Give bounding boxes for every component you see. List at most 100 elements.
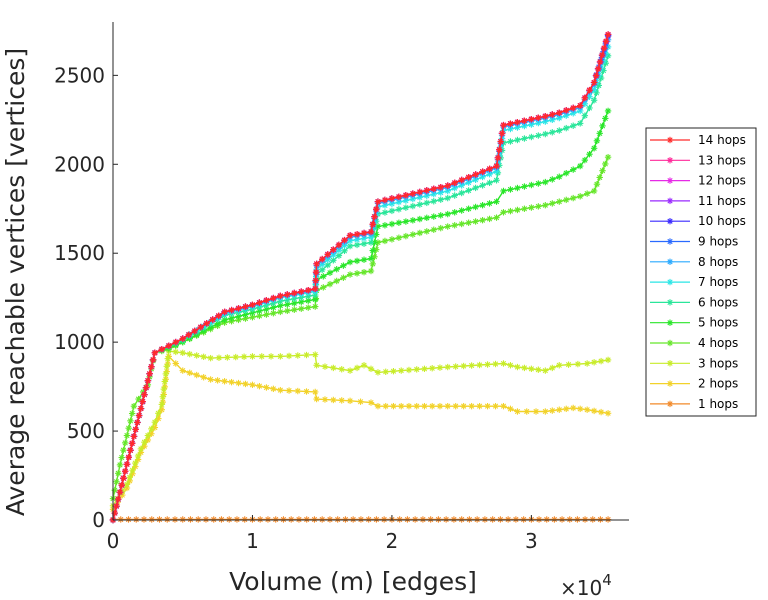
data-point <box>465 174 472 181</box>
data-point <box>549 129 556 136</box>
data-point <box>267 353 275 360</box>
data-point <box>514 363 521 371</box>
data-point <box>298 288 305 295</box>
data-point <box>132 426 139 433</box>
data-point <box>604 153 612 161</box>
data-point <box>465 187 472 194</box>
data-point <box>313 260 320 268</box>
data-point <box>346 271 354 278</box>
data-point <box>151 349 159 357</box>
legend-entry: 11 hops <box>650 194 746 208</box>
legend-entry: 12 hops <box>650 174 746 188</box>
data-point <box>311 516 318 523</box>
data-point <box>258 353 265 360</box>
data-point <box>576 193 584 200</box>
data-point <box>330 257 337 264</box>
y-tick-label: 1000 <box>54 330 105 354</box>
data-point <box>333 266 340 273</box>
data-point <box>583 190 591 197</box>
data-point <box>335 241 343 249</box>
data-point <box>535 366 542 373</box>
legend-marker <box>666 380 674 387</box>
data-point <box>528 116 535 123</box>
data-point <box>207 354 214 362</box>
data-point <box>335 252 343 259</box>
legend-entry: 2 hops <box>650 377 738 391</box>
data-point <box>210 516 217 523</box>
legend-label: 5 hops <box>698 316 738 330</box>
data-point <box>416 215 424 223</box>
data-point <box>367 267 375 275</box>
data-point <box>500 209 507 216</box>
data-point <box>592 72 600 79</box>
data-point <box>542 178 549 186</box>
data-point <box>285 352 293 360</box>
data-point <box>543 516 550 523</box>
data-point <box>382 402 389 410</box>
data-point <box>340 274 347 281</box>
data-point <box>388 236 396 243</box>
data-point <box>521 205 528 212</box>
data-point <box>113 478 120 485</box>
data-point <box>224 354 231 361</box>
data-point <box>320 273 327 280</box>
data-point <box>128 410 136 417</box>
data-point <box>416 229 424 237</box>
data-point <box>129 467 136 474</box>
data-point <box>277 308 284 316</box>
x-axis-multiplier-base: ×10 <box>560 576 602 600</box>
legend-marker <box>666 218 674 225</box>
data-point <box>604 516 612 523</box>
data-point <box>563 107 570 114</box>
data-point <box>159 393 167 400</box>
data-point <box>324 261 331 269</box>
data-point <box>465 205 472 212</box>
legend-entry: 4 hops <box>650 336 738 350</box>
data-point <box>330 396 337 404</box>
legend-label: 11 hops <box>698 194 746 208</box>
data-point <box>123 432 131 439</box>
data-point <box>444 182 451 189</box>
data-point <box>452 363 459 370</box>
series-5-hops <box>109 107 612 524</box>
data-point <box>353 231 361 238</box>
data-point <box>496 146 503 153</box>
data-point <box>468 362 475 369</box>
data-point <box>430 213 437 220</box>
data-point <box>602 115 609 122</box>
legend-entry: 7 hops <box>650 275 738 289</box>
data-point <box>565 361 572 368</box>
data-point <box>395 193 403 201</box>
series-2-hops <box>109 353 612 513</box>
data-point <box>419 516 427 523</box>
data-point <box>556 198 563 205</box>
data-point <box>476 402 483 410</box>
data-point <box>374 198 382 205</box>
data-point <box>581 112 589 119</box>
data-point <box>133 516 140 523</box>
data-point <box>570 194 577 202</box>
data-point <box>381 209 389 216</box>
data-point <box>380 516 388 523</box>
data-point <box>512 516 520 523</box>
data-point <box>242 380 249 388</box>
data-point <box>528 365 535 373</box>
data-point <box>294 352 301 359</box>
data-point <box>200 353 207 361</box>
data-point <box>360 362 368 369</box>
data-point <box>367 399 375 406</box>
data-point <box>442 516 450 523</box>
data-point <box>209 316 216 323</box>
data-point <box>444 210 451 218</box>
data-point <box>535 180 542 187</box>
data-point <box>593 181 601 188</box>
data-point <box>437 224 444 232</box>
data-point <box>600 44 608 52</box>
data-point <box>303 516 310 523</box>
data-point <box>416 188 424 196</box>
data-point <box>218 516 225 523</box>
data-point <box>118 454 125 461</box>
data-point <box>128 440 136 447</box>
data-point <box>542 113 549 120</box>
legend-marker <box>666 360 674 367</box>
